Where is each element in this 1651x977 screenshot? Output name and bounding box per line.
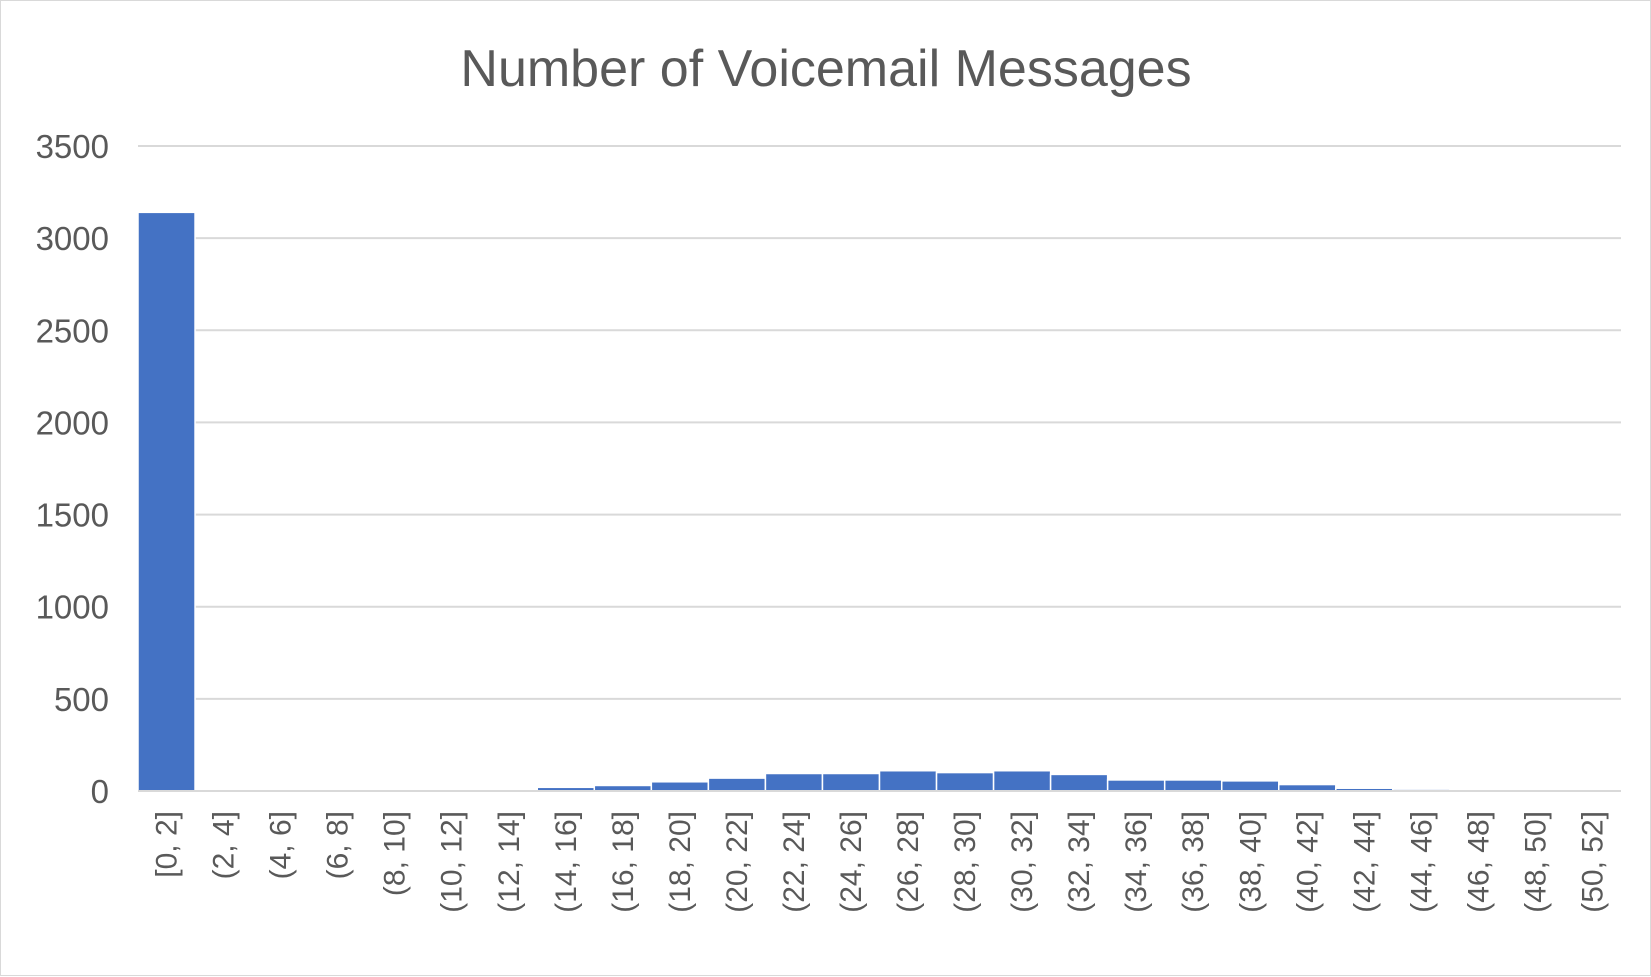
y-tick-label: 2000 (36, 404, 109, 441)
x-tick-label: (34, 36] (1120, 811, 1153, 913)
x-tick-label: (20, 22] (721, 811, 754, 913)
x-tick-label: (24, 26] (835, 811, 868, 913)
y-tick-label: 1500 (36, 497, 109, 534)
bar (1165, 780, 1222, 791)
x-tick-label: (30, 32] (1006, 811, 1039, 913)
y-tick-label: 0 (91, 773, 109, 810)
x-tick-label: (50, 52] (1576, 811, 1609, 913)
x-tick-label: (22, 24] (778, 811, 811, 913)
y-tick-label: 500 (54, 681, 109, 718)
y-tick-label: 3500 (36, 128, 109, 165)
bar (822, 773, 879, 791)
x-tick-label: [0, 2] (151, 811, 184, 878)
bar (1051, 774, 1108, 791)
y-tick-label: 2500 (36, 312, 109, 349)
gridlines (138, 146, 1621, 699)
x-tick-label: (36, 38] (1177, 811, 1210, 913)
x-tick-label: (44, 46] (1405, 811, 1438, 913)
bar (708, 778, 765, 791)
x-tick-label: (16, 18] (607, 811, 640, 913)
x-tick-label: (8, 10] (379, 811, 412, 896)
x-tick-label: (18, 20] (664, 811, 697, 913)
x-tick-label: (48, 50] (1519, 811, 1552, 913)
bar (937, 773, 994, 791)
x-tick-label: (32, 34] (1063, 811, 1096, 913)
y-axis-tick-labels: 0 500 1000 1500 2000 2500 3000 3500 (36, 128, 109, 810)
bar (1222, 781, 1279, 791)
y-tick-label: 3000 (36, 220, 109, 257)
bar (651, 782, 708, 791)
bar (765, 773, 822, 791)
x-tick-label: (28, 30] (949, 811, 982, 913)
bar (138, 212, 195, 791)
bar (880, 771, 937, 791)
bar (994, 771, 1051, 791)
x-tick-label: (14, 16] (550, 811, 583, 913)
x-tick-label: (6, 8] (322, 811, 355, 879)
x-tick-label: (26, 28] (892, 811, 925, 913)
x-tick-label: (4, 6] (265, 811, 298, 879)
x-tick-label: (2, 4] (208, 811, 241, 879)
bar (1108, 780, 1165, 791)
chart-title: Number of Voicemail Messages (460, 40, 1191, 98)
y-tick-label: 1000 (36, 589, 109, 626)
x-axis-tick-labels: [0, 2] (2, 4] (4, 6] (6, 8] (8, 10] (10, 12] (… (151, 811, 1610, 913)
x-tick-label: (12, 14] (493, 811, 526, 913)
x-tick-label: (10, 12] (436, 811, 469, 913)
x-tick-label: (46, 48] (1462, 811, 1495, 913)
x-tick-label: (38, 40] (1234, 811, 1267, 913)
x-tick-label: (40, 42] (1291, 811, 1324, 913)
x-tick-label: (42, 44] (1348, 811, 1381, 913)
bars (138, 212, 1621, 791)
